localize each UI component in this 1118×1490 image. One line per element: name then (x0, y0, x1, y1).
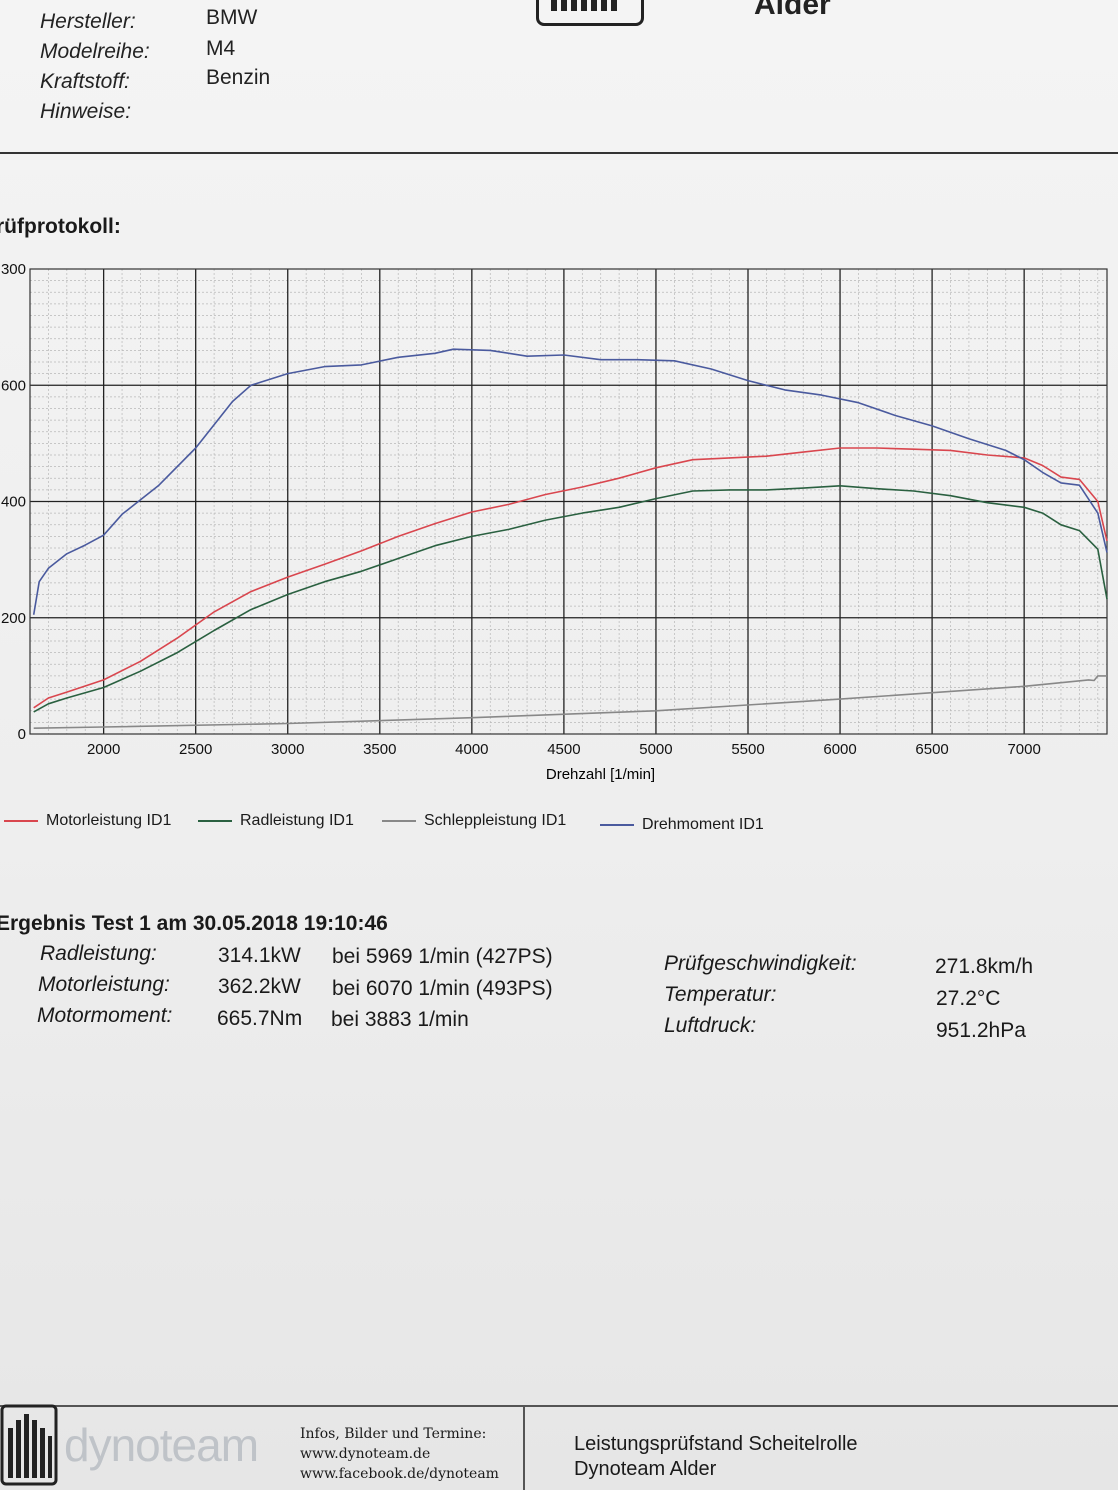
x-tick-label: 6500 (915, 741, 948, 758)
condition-value-pressure: 951.2hPa (936, 1019, 1026, 1042)
series-line-radleistung-id1 (33, 485, 1108, 713)
x-tick-label: 5500 (731, 741, 764, 758)
y-tick-label: 0 (18, 726, 26, 743)
manufacturer-value: BMW (206, 6, 258, 29)
chart-x-axis-label: Drehzahl [1/min] (546, 766, 655, 783)
legend-swatch-motorleistung (4, 820, 38, 822)
y-tick-label: 600 (1, 377, 26, 394)
x-tick-label: 3500 (363, 741, 396, 758)
condition-value-temperature: 27.2°C (936, 987, 1001, 1010)
condition-label-temperature: Temperatur: (664, 983, 777, 1006)
chart-major-grid (30, 269, 1107, 734)
manufacturer-label: Hersteller: (40, 10, 136, 33)
model-label: Modelreihe: (40, 40, 150, 63)
header-brand: Alder (754, 0, 831, 21)
notes-label: Hinweise: (40, 100, 132, 123)
condition-value-speed: 271.8km/h (935, 955, 1034, 978)
x-tick-label: 2000 (87, 741, 120, 758)
result-value-motormoment: 665.7Nm (217, 1007, 303, 1030)
dynoteam-logo-icon (536, 0, 644, 26)
legend-label-motorleistung: Motorleistung ID1 (46, 812, 172, 829)
chart-series (32, 348, 1108, 729)
dyno-chart: 2000 2500 3000 3500 4000 4500 5000 5500 6000 6500… (1, 261, 1108, 783)
x-tick-label: 4000 (455, 741, 488, 758)
result-label-radleistung: Radleistung: (40, 942, 157, 965)
series-line-motorleistung-id1 (33, 447, 1108, 709)
result-label-motormoment: Motormoment: (37, 1004, 173, 1027)
x-tick-label: 5000 (639, 741, 672, 758)
footer-info-website[interactable]: www.dynoteam.de (300, 1446, 431, 1462)
footer-test-bench: Leistungsprüfstand Scheitelrolle (574, 1433, 858, 1455)
series-line-schleppleistung-id1 (33, 675, 1107, 729)
chart-tick-labels: 2000 2500 3000 3500 4000 4500 5000 5500 6000 6500… (1, 261, 1041, 758)
legend-item-radleistung: Radleistung ID1 (198, 812, 354, 830)
result-detail-motormoment: bei 3883 1/min (331, 1008, 469, 1031)
dynoteam-footer-logo-icon (0, 1398, 60, 1490)
footer-divider (0, 1405, 1118, 1407)
x-tick-label: 2500 (179, 741, 212, 758)
x-tick-label: 3000 (271, 741, 304, 758)
legend-item-drehmoment: Drehmoment ID1 (600, 816, 764, 834)
legend-label-radleistung: Radleistung ID1 (240, 812, 354, 829)
result-title: Ergebnis Test 1 am 30.05.2018 19:10:46 (0, 912, 388, 935)
result-label-motorleistung: Motorleistung: (38, 973, 170, 996)
condition-label-pressure: Luftdruck: (664, 1014, 757, 1037)
chart-plot-frame (29, 268, 1108, 735)
condition-label-speed: Prüfgeschwindigkeit: (664, 952, 857, 975)
x-tick-label: 4500 (547, 741, 580, 758)
result-value-radleistung: 314.1kW (218, 944, 301, 967)
legend-swatch-radleistung (198, 820, 232, 822)
fuel-value: Benzin (206, 66, 271, 89)
footer-brand: dynoteam (64, 1419, 259, 1471)
legend-swatch-schleppleistung (382, 820, 416, 822)
footer-vertical-divider (523, 1405, 525, 1490)
header-divider (0, 152, 1118, 154)
result-detail-radleistung: bei 5969 1/min (427PS) (332, 945, 553, 968)
legend-label-schleppleistung: Schleppleistung ID1 (424, 812, 567, 829)
legend-item-motorleistung: Motorleistung ID1 (4, 812, 171, 830)
legend-swatch-drehmoment (600, 824, 634, 826)
x-tick-label: 6000 (823, 741, 856, 758)
y-tick-label: 400 (1, 494, 26, 511)
footer-info-title: Infos, Bilder und Termine: (300, 1426, 487, 1442)
series-line-drehmoment-id1 (32, 348, 1108, 615)
result-detail-motorleistung: bei 6070 1/min (493PS) (332, 977, 553, 1000)
legend-item-schleppleistung: Schleppleistung ID1 (382, 812, 566, 830)
model-value: M4 (206, 37, 236, 60)
y-tick-label: 200 (1, 610, 26, 627)
fuel-label: Kraftstoff: (40, 70, 130, 93)
x-tick-label: 7000 (1007, 741, 1040, 758)
section-title: rüfprotokoll: (0, 215, 121, 238)
legend-label-drehmoment: Drehmoment ID1 (642, 816, 764, 833)
y-tick-label: 300 (1, 261, 26, 278)
footer-info-facebook[interactable]: www.facebook.de/dynoteam (300, 1466, 499, 1482)
result-value-motorleistung: 362.2kW (218, 975, 301, 998)
footer-company: Dynoteam Alder (574, 1458, 717, 1480)
